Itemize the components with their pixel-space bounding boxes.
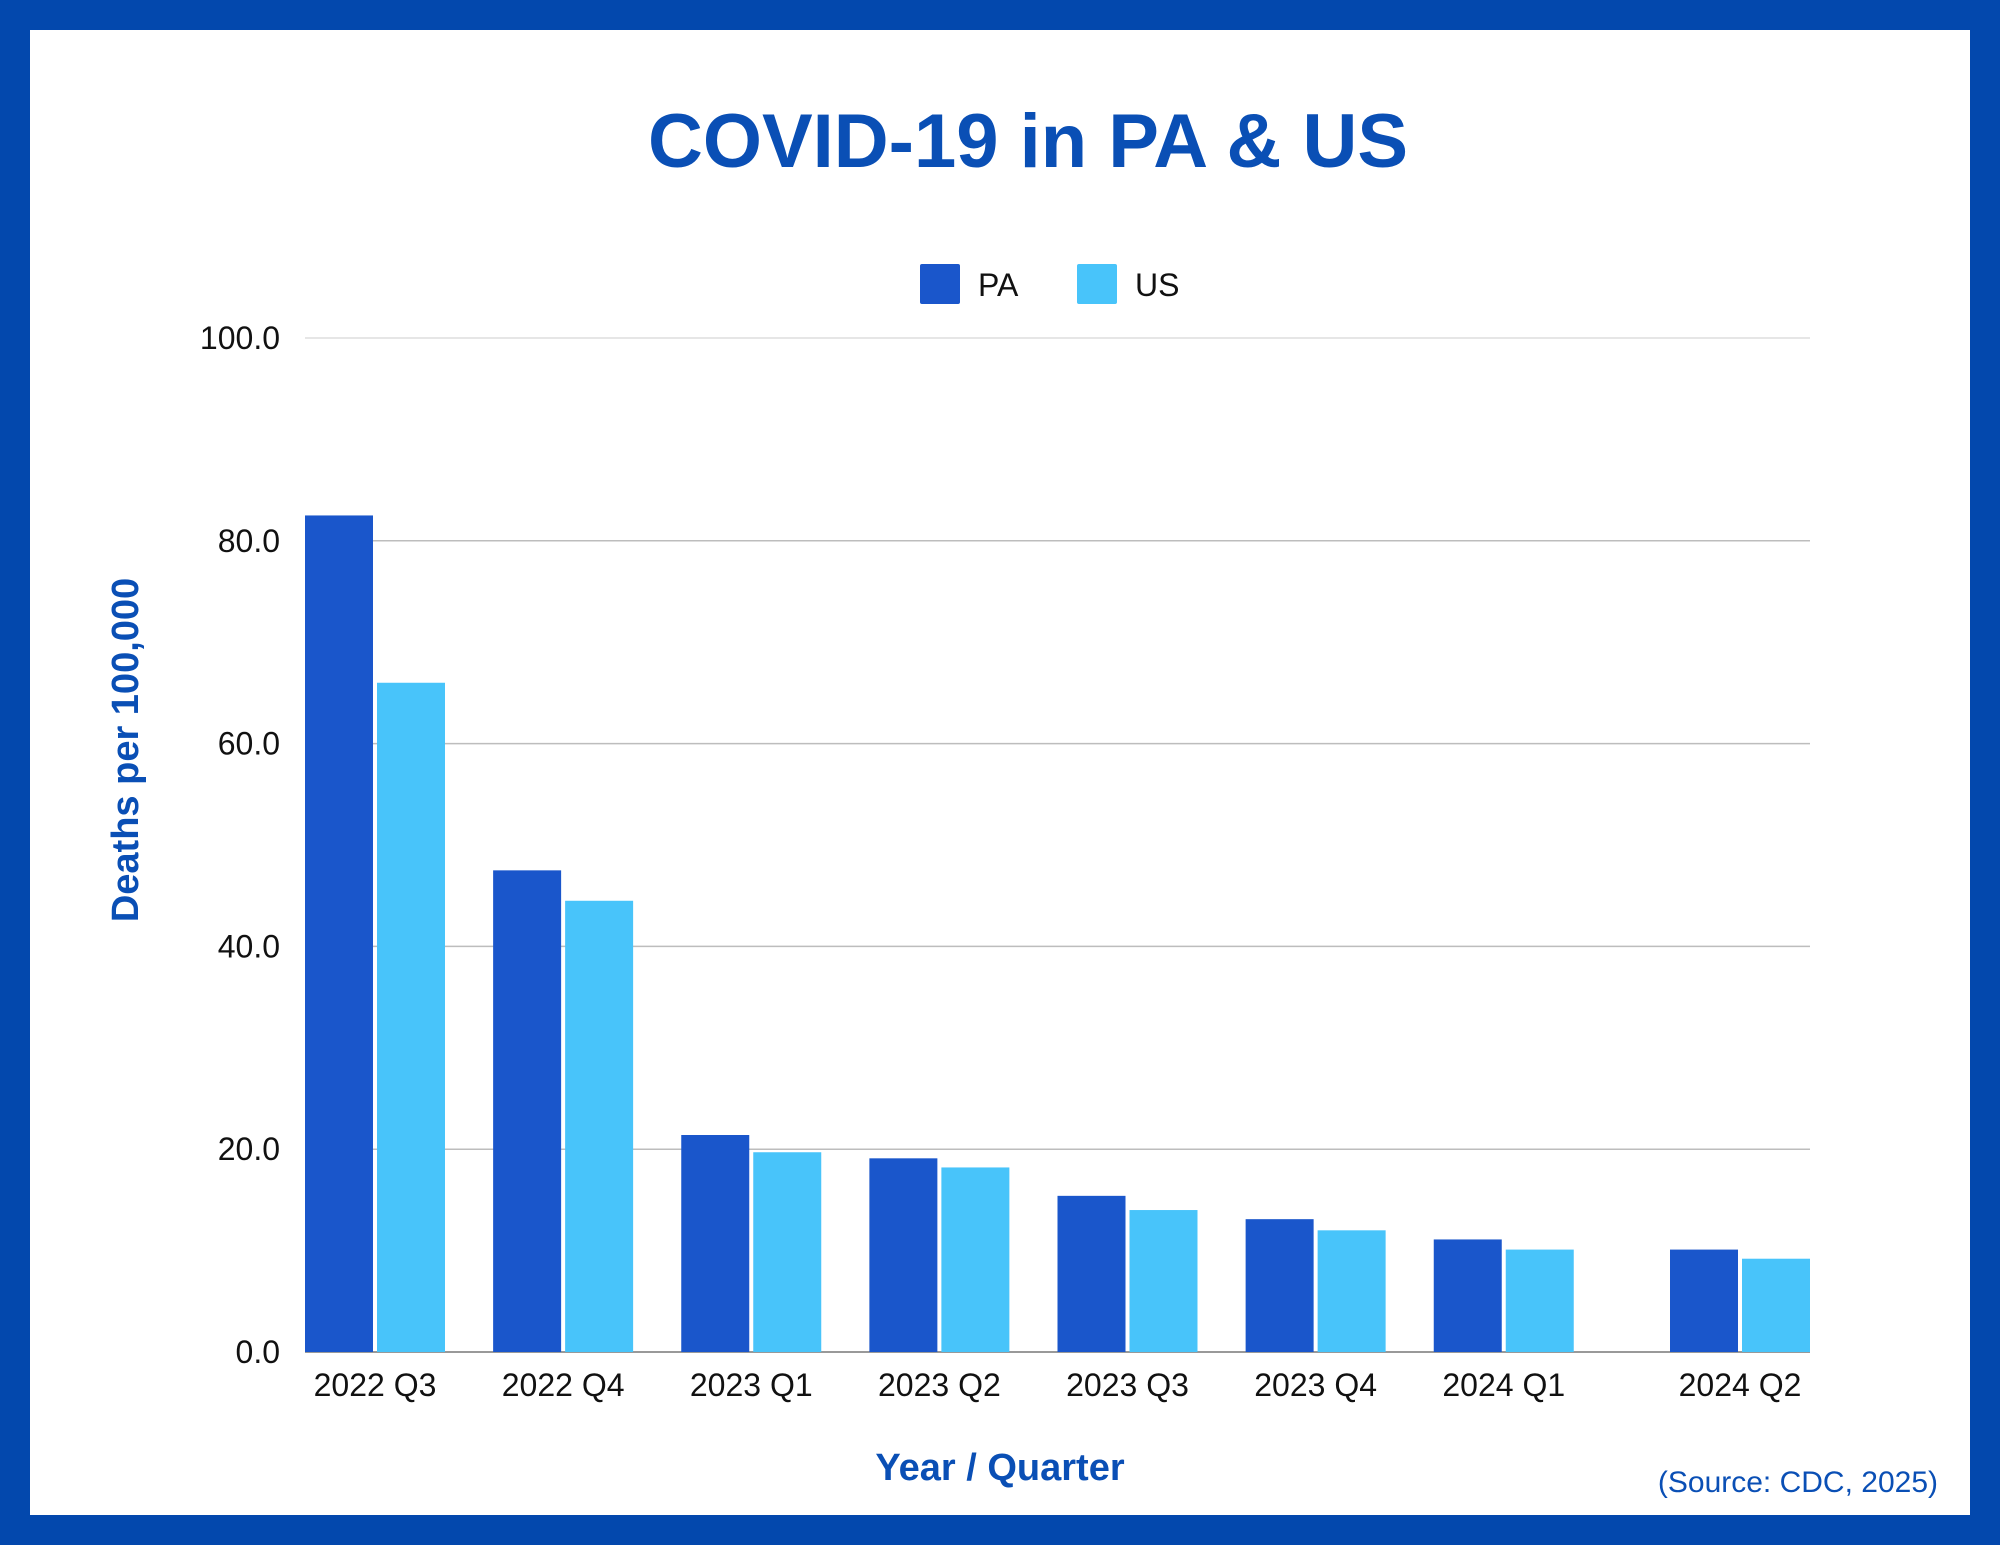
- bar-pa-2023-q1: [681, 1135, 750, 1352]
- y-tick-label: 60.0: [218, 726, 280, 762]
- bar-pa-2022-q3: [305, 515, 373, 1352]
- x-tick-label: 2023 Q3: [1066, 1367, 1189, 1403]
- chart-title: COVID-19 in PA & US: [648, 99, 1408, 184]
- bar-us-2022-q3: [377, 682, 445, 1352]
- x-tick-label: 2023 Q1: [690, 1367, 813, 1403]
- bar-pa-2024-q1: [1433, 1239, 1502, 1352]
- x-tick-label: 2023 Q4: [1254, 1367, 1377, 1403]
- source-note: (Source: CDC, 2025): [1658, 1466, 1938, 1499]
- x-tick-label: 2024 Q1: [1442, 1367, 1565, 1403]
- bar-us-2022-q4: [565, 900, 634, 1352]
- x-axis-ticks: 2022 Q3 2022 Q4 2023 Q1 2023 Q2 2023 Q3 2023 …: [314, 1367, 1802, 1403]
- bar-pa-2023-q4: [1245, 1219, 1314, 1352]
- bar-us-2023-q1: [753, 1152, 822, 1352]
- x-axis-title: Year / Quarter: [875, 1447, 1124, 1489]
- bar-us-2024-q2: [1742, 1258, 1810, 1352]
- y-tick-label: 100.0: [200, 320, 280, 356]
- x-tick-label: 2022 Q3: [314, 1367, 437, 1403]
- bar-us-2023-q3: [1129, 1210, 1198, 1352]
- bar-pa-2024-q2: [1670, 1249, 1738, 1352]
- bar-us-2023-q4: [1317, 1230, 1386, 1352]
- y-tick-label: 80.0: [218, 523, 280, 559]
- y-tick-label: 20.0: [218, 1131, 280, 1167]
- y-axis-title: Deaths per 100,000: [105, 578, 147, 922]
- x-tick-label: 2024 Q2: [1679, 1367, 1802, 1403]
- legend-label-us: US: [1135, 267, 1179, 303]
- bar-pa-2023-q2: [869, 1158, 938, 1352]
- y-tick-label: 40.0: [218, 928, 280, 964]
- bar-pa-2022-q4: [493, 870, 562, 1352]
- y-axis-ticks: 0.0 20.0 40.0 60.0 80.0 100.0: [200, 320, 280, 1370]
- legend-label-pa: PA: [978, 267, 1019, 303]
- bar-us-2023-q2: [941, 1167, 1010, 1352]
- x-tick-label: 2022 Q4: [502, 1367, 625, 1403]
- legend-swatch-us: [1077, 264, 1117, 304]
- bar-pa-2023-q3: [1057, 1195, 1126, 1352]
- legend: PA US: [920, 264, 1179, 304]
- y-tick-label: 0.0: [236, 1334, 280, 1370]
- x-tick-label: 2023 Q2: [878, 1367, 1001, 1403]
- legend-swatch-pa: [920, 264, 960, 304]
- bars: [305, 515, 1810, 1352]
- bar-us-2024-q1: [1505, 1249, 1574, 1352]
